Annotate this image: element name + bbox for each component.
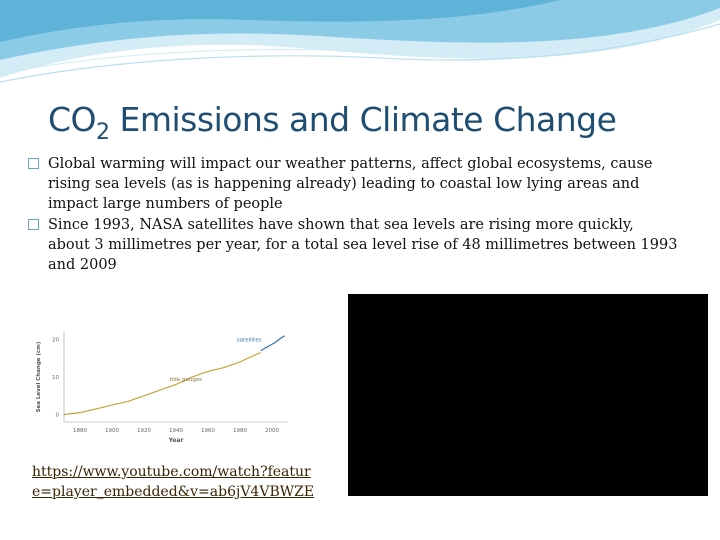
- annotation-label: satellites: [237, 337, 262, 343]
- bullet-item: Since 1993, NASA satellites have shown t…: [28, 215, 678, 275]
- annotation-label: tide gauges: [170, 377, 203, 383]
- youtube-link[interactable]: https://www.youtube.com/watch?feature=pl…: [32, 464, 315, 500]
- x-tick-label: 1920: [137, 428, 151, 434]
- bullet-list: Global warming will impact our weather p…: [28, 154, 678, 276]
- x-tick-label: 1880: [73, 428, 87, 434]
- y-tick-label: 0: [56, 413, 60, 419]
- series-line-tide-gauges: [63, 352, 262, 416]
- video-player[interactable]: [348, 294, 708, 496]
- x-tick-label: 2000: [265, 428, 279, 434]
- x-tick-label: 1960: [201, 428, 215, 434]
- slide-title: CO2 Emissions and Climate Change: [48, 100, 617, 145]
- bullet-box-icon: [28, 219, 39, 230]
- series-line-satellites: [260, 335, 286, 352]
- x-tick-label: 1900: [105, 428, 119, 434]
- bullet-text: Global warming will impact our weather p…: [48, 156, 653, 212]
- bullet-item: Global warming will impact our weather p…: [28, 154, 678, 214]
- bullet-box-icon: [28, 158, 39, 169]
- x-axis-label: Year: [168, 437, 184, 442]
- sea-level-chart: 1880 1900 1920 1940 1960 1980 2000 0 10 20 Year Sea…: [36, 332, 288, 442]
- y-tick-label: 20: [52, 338, 59, 344]
- x-tick-label: 1940: [169, 428, 183, 434]
- y-tick-label: 10: [52, 375, 59, 381]
- x-tick-label: 1980: [233, 428, 247, 434]
- header-wave-decoration: [0, 0, 720, 83]
- bullet-text: Since 1993, NASA satellites have shown t…: [48, 217, 678, 273]
- y-axis-label: Sea Level Change (cm): [36, 341, 42, 412]
